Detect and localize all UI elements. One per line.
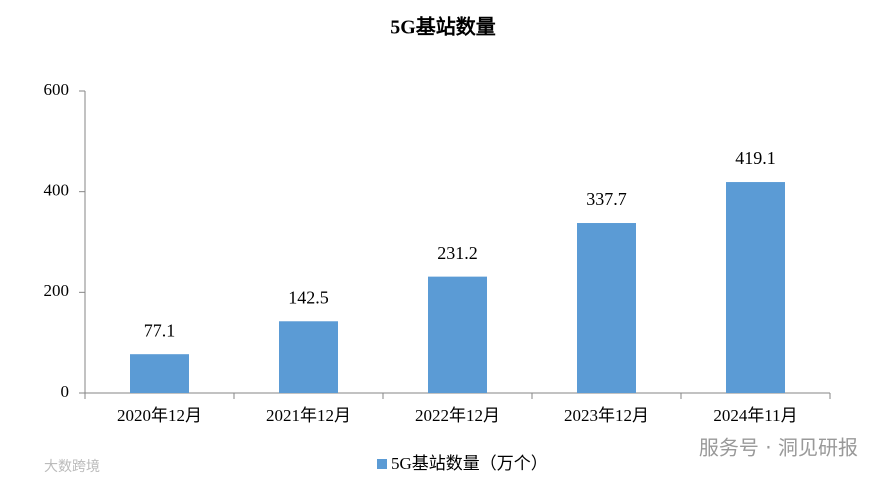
bar: [428, 276, 487, 393]
y-tick-label: 600: [44, 80, 70, 99]
bar: [279, 321, 338, 393]
y-tick-label: 200: [44, 281, 70, 300]
x-tick-label: 2021年12月: [266, 406, 351, 425]
watermark: 大数跨境: [44, 459, 100, 475]
x-tick-label: 2024年11月: [713, 406, 797, 425]
y-tick-label: 0: [61, 382, 70, 401]
bar: [130, 354, 189, 393]
x-tick-label: 2022年12月: [415, 406, 500, 425]
data-label: 142.5: [288, 287, 329, 307]
data-label: 77.1: [144, 320, 176, 340]
x-tick-label: 2020年12月: [117, 406, 202, 425]
x-tick-label: 2023年12月: [564, 406, 649, 425]
legend-label: 5G基站数量（万个）: [391, 454, 548, 473]
data-label: 419.1: [735, 148, 776, 168]
legend-swatch: [377, 459, 387, 469]
y-tick-label: 400: [44, 181, 70, 200]
data-label: 337.7: [586, 189, 627, 209]
chart-title: 5G基站数量: [390, 15, 496, 39]
bar: [577, 223, 636, 393]
data-label: 231.2: [437, 243, 478, 263]
watermark: 服务号 · 洞见研报: [699, 436, 858, 460]
bar: [726, 182, 785, 393]
